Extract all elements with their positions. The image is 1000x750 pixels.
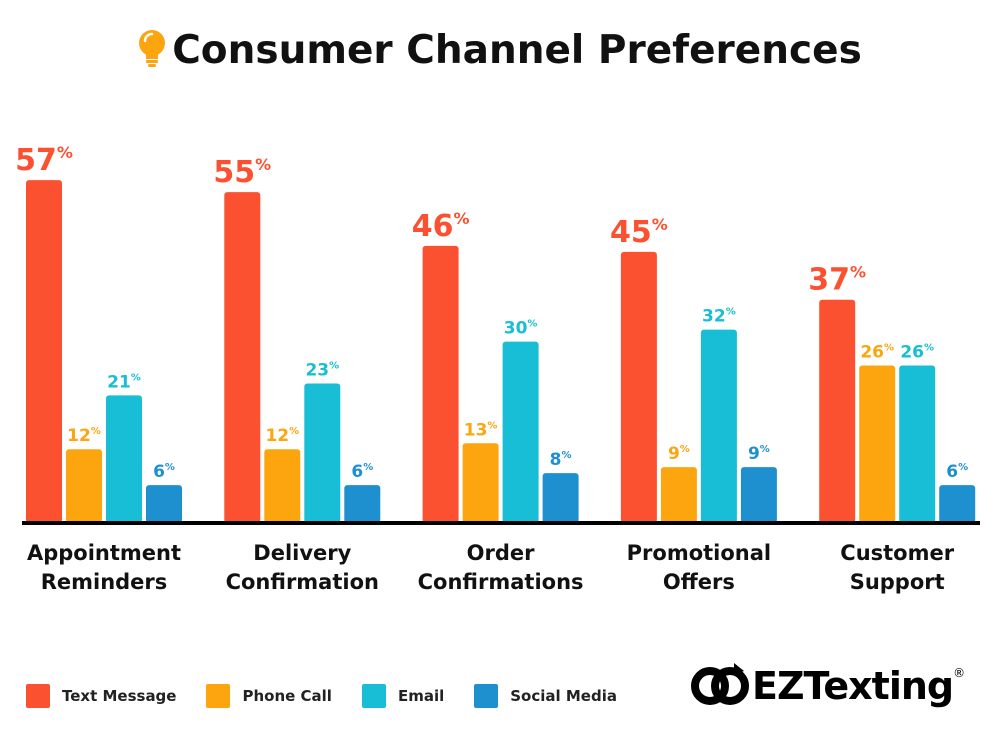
legend-item: Phone Call xyxy=(206,684,332,708)
bar-social-media xyxy=(146,485,182,523)
bar-text-message xyxy=(26,180,62,523)
legend-item: Social Media xyxy=(474,684,617,708)
data-label: 26% xyxy=(900,343,934,363)
category-label: Reminders xyxy=(41,570,168,594)
legend-item: Email xyxy=(361,684,445,708)
chart-title: Consumer Channel Preferences xyxy=(0,28,1000,73)
legend-label: Social Media xyxy=(510,687,617,705)
bar-text-message xyxy=(819,299,856,523)
chart-title-text: Consumer Channel Preferences xyxy=(172,28,862,73)
x-axis-baseline xyxy=(22,521,980,525)
data-label: 26% xyxy=(860,343,894,363)
legend-swatch xyxy=(361,684,386,708)
category-label: Appointment xyxy=(27,541,181,565)
logo-text: EZTexting® xyxy=(752,664,965,708)
data-label: 9% xyxy=(748,444,770,464)
bar-email xyxy=(899,365,936,523)
bar-email xyxy=(502,341,539,523)
bar-social-media xyxy=(740,467,777,523)
bar-text-message xyxy=(620,251,657,523)
data-label: 55% xyxy=(213,155,271,190)
data-label: 6% xyxy=(153,462,175,482)
category-label: Promotional xyxy=(627,541,771,565)
data-label: 32% xyxy=(702,307,736,327)
bar-text-message xyxy=(422,245,459,524)
data-label: 6% xyxy=(946,462,968,482)
data-label: 30% xyxy=(504,319,538,339)
data-label: 6% xyxy=(351,462,373,482)
legend-swatch xyxy=(26,684,50,708)
lightbulb-icon xyxy=(139,30,166,67)
bar-phone-call xyxy=(66,449,102,523)
bar-phone-call xyxy=(462,443,499,523)
legend-label: Text Message xyxy=(62,687,177,705)
legend-swatch xyxy=(474,684,499,708)
bar-phone-call xyxy=(660,467,697,523)
category-label: Support xyxy=(850,570,945,594)
legend-item: Text Message xyxy=(26,684,176,708)
bar-email xyxy=(700,329,737,523)
bar-email xyxy=(304,383,341,523)
data-label: 23% xyxy=(305,360,339,380)
data-label: 37% xyxy=(808,263,866,298)
category-label: Customer xyxy=(840,541,954,565)
category-label: Order xyxy=(467,541,535,565)
data-label: 45% xyxy=(610,215,668,250)
eztexting-logo: EZTexting® xyxy=(690,660,965,712)
eztexting-logo-icon xyxy=(691,663,749,705)
data-label: 46% xyxy=(412,209,470,244)
category-label: Offers xyxy=(663,570,735,594)
bar-text-message xyxy=(224,192,261,523)
legend: Text Message Phone Call Email Social Media xyxy=(26,684,647,708)
bar-phone-call xyxy=(859,365,896,523)
data-label: 21% xyxy=(107,372,141,392)
legend-label: Phone Call xyxy=(242,687,332,705)
bar-phone-call xyxy=(264,449,301,523)
bar-social-media xyxy=(542,473,579,523)
bar-email xyxy=(106,395,142,523)
data-label: 57% xyxy=(15,143,73,178)
bar-social-media xyxy=(939,485,976,523)
category-label: Confirmation xyxy=(226,570,379,594)
data-label: 12% xyxy=(67,426,101,446)
legend-swatch xyxy=(206,684,231,708)
category-label: Delivery xyxy=(253,541,351,565)
data-label: 12% xyxy=(265,426,299,446)
category-label: Confirmations xyxy=(418,570,584,594)
bar-social-media xyxy=(344,485,381,523)
data-label: 8% xyxy=(550,450,572,470)
legend-label: Email xyxy=(397,687,445,705)
data-label: 13% xyxy=(464,420,498,440)
data-label: 9% xyxy=(668,444,690,464)
bar-chart: 57% 12% 21% 6% Appointment Reminders 55% 12% 23%… xyxy=(15,143,980,594)
